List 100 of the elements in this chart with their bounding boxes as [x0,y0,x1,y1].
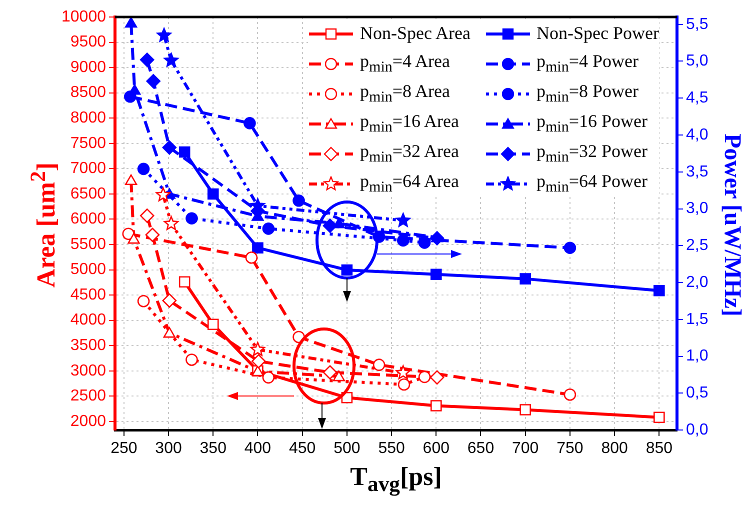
x-tick-label: 550 [378,440,405,458]
legend-label: p$_{min}$=32 Power [536,140,648,166]
y2-tick-label: 5,0 [686,52,708,70]
y2-tick-label: 3,0 [686,200,708,218]
point [145,228,160,242]
y-tick-label: 9500 [70,34,106,51]
x-axis-title: T$_{avg}$[ps] [350,462,442,498]
legend-label: p$_{min}$=8 Area [360,80,450,106]
y-tick-label: 4000 [70,312,106,329]
y-tick-label: 3000 [70,362,106,380]
point [245,251,258,264]
legend-label: p$_{min}$=8 Power [536,80,639,106]
y-tick-label: 4500 [70,286,106,304]
x-tick-label: 650 [467,440,494,458]
point [564,388,576,401]
point [430,231,444,246]
y-tick-label: 6500 [70,185,106,202]
point [146,74,161,88]
point [262,371,275,384]
point [372,358,386,371]
point [292,194,305,207]
point [398,378,410,391]
point [164,52,179,67]
point [207,318,219,330]
x-tick-label: 700 [512,440,539,458]
point [207,188,219,200]
legend-label: p$_{min}$=64 Area [360,170,460,196]
legend-label: p$_{min}$=32 Area [360,140,460,166]
point [262,222,275,235]
point [164,216,179,230]
point [162,140,177,155]
y2-tick-label: 0,0 [686,421,708,438]
x-tick-label: 400 [244,440,272,458]
y-tick-label: 8000 [70,110,106,127]
point [520,273,531,284]
y2-tick-label: 0,5 [686,384,708,402]
point [418,370,431,384]
point [156,187,170,202]
y-tick-label: 9000 [70,58,106,76]
point [162,293,177,308]
y-tick-label: 5500 [70,236,106,253]
point [140,52,154,67]
y2-tick-label: 4,0 [686,126,708,144]
x-tick-label: 850 [646,440,673,458]
x-tick-label: 250 [110,440,138,458]
x-tick-label: 500 [334,440,360,458]
y-tick-label: 7000 [70,160,106,178]
y-tick-label: 3500 [70,336,106,354]
point [430,268,442,280]
y-tick-label: 2500 [70,388,106,405]
y-tick-label: 10000 [62,8,106,26]
point [430,400,442,412]
x-tick-label: 350 [200,440,227,458]
x-tick-label: 750 [556,440,584,458]
point [252,242,264,254]
y-tick-label: 8500 [70,84,106,102]
y-tick-label: 6000 [70,210,106,228]
point [137,162,150,176]
point [520,404,531,416]
point [654,284,665,296]
legend-label: p$_{min}$=4 Power [536,50,639,76]
point [124,174,138,186]
point [341,264,353,276]
x-tick-label: 800 [601,440,628,458]
point [396,212,410,227]
point [156,28,172,42]
legend-label: Non-Spec Power [536,23,659,44]
legend-label: p$_{min}$=16 Power [536,110,648,136]
y-tick-label: 7500 [70,134,106,152]
y2-axis-title: Power [uW/MHz] [718,134,746,316]
legend-label: p$_{min}$=4 Area [360,50,450,76]
point [332,370,345,382]
point [396,234,410,247]
legend-label: p$_{min}$=64 Power [536,170,648,196]
y2-tick-label: 3,5 [686,163,708,180]
x-tick-label: 600 [422,440,450,458]
y-tick-label: 5000 [70,261,106,278]
point [178,276,190,288]
legend-label: Non-Spec Area [360,23,471,44]
point [137,294,150,308]
point [186,212,198,224]
point [250,342,266,356]
point [124,17,138,28]
legend-label: p$_{min}$=16 Area [360,110,460,136]
point [251,354,266,368]
y2-tick-label: 1,5 [686,310,708,328]
point [564,242,576,254]
y2-tick-label: 1,0 [686,348,708,365]
point [140,208,154,223]
point [418,236,431,249]
x-tick-label: 300 [155,440,182,458]
point [244,117,256,130]
point [163,327,176,338]
y2-tick-label: 5,5 [686,16,708,33]
point [322,218,338,233]
y2-tick-label: 2,5 [686,237,708,254]
point [186,354,198,366]
point [322,365,338,380]
y2-tick-label: 4,5 [686,90,708,107]
point [654,412,665,424]
